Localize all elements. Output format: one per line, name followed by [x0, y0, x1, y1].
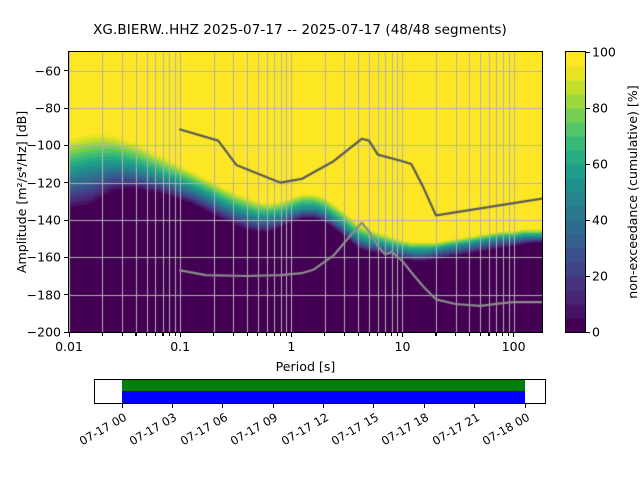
x-axis-tickmark [162, 333, 164, 336]
colorbar-gradient [566, 52, 585, 332]
timeline-tickmark [222, 404, 224, 409]
y-axis-tickmark [63, 70, 68, 72]
colorbar-ticklabel: 20 [592, 268, 608, 284]
y-axis-ticklabel: −120 [26, 175, 61, 191]
x-axis-label: Period [s] [275, 359, 336, 374]
x-axis-tickmark [290, 333, 292, 338]
data-coverage-blue [122, 391, 525, 403]
y-axis-tickmark [63, 331, 68, 333]
x-axis-tickmark [280, 333, 282, 336]
x-axis-tickmark [135, 333, 137, 336]
colorbar-tickmark [586, 51, 591, 53]
x-axis-tickmark [121, 333, 123, 336]
colorbar-ticklabel: 80 [592, 100, 608, 116]
x-axis-tickmark [285, 333, 287, 336]
x-axis-tickmark [101, 333, 104, 336]
timeline-tickmark [171, 404, 173, 409]
y-axis-ticklabel: −180 [26, 287, 61, 303]
colorbar-ticklabel: 100 [592, 44, 616, 60]
y-axis-ticklabel: −60 [34, 63, 61, 79]
timeline-ticklabel: 07-17 12 [278, 410, 331, 449]
timeline-ticklabel: 07-17 03 [127, 410, 180, 449]
y-axis-ticklabel: −80 [34, 100, 61, 116]
timeline-ticklabel: 07-18 00 [479, 410, 532, 449]
x-axis-tickmark [168, 333, 170, 336]
x-axis-tickmark [324, 333, 326, 336]
data-coverage-timeline[interactable] [94, 379, 546, 404]
x-axis-tickmark [391, 333, 393, 336]
timeline-tickmark [373, 404, 375, 409]
colorbar-tickmark [586, 275, 591, 277]
data-coverage-green [122, 380, 525, 391]
colorbar-label: non-exceedance (cumulative) [%] [625, 85, 640, 299]
x-axis-tickmark [174, 333, 176, 336]
x-axis-tickmark [508, 333, 510, 336]
noise-model-curves [69, 52, 542, 332]
colorbar-tickmark [586, 107, 591, 109]
y-axis-label: Amplitude [m²/s⁴/Hz] [dB] [14, 110, 29, 274]
x-axis-tickmark [146, 333, 148, 336]
x-axis-tickmark [513, 333, 515, 338]
timeline-ticklabel: 07-17 09 [227, 410, 281, 449]
y-axis-ticklabel: −100 [26, 137, 61, 153]
x-axis-tickmark [213, 333, 215, 336]
colorbar-ticklabel: 0 [592, 324, 600, 340]
x-axis-tickmark [384, 333, 386, 336]
colorbar-tickmark [586, 331, 591, 333]
colorbar-ticklabel: 60 [592, 156, 608, 172]
x-axis-tickmark [357, 333, 359, 336]
x-axis-tickmark [154, 333, 157, 336]
timeline-tickmark [524, 404, 526, 409]
colorbar [565, 51, 586, 333]
x-axis-tickmark [468, 333, 470, 336]
x-axis-tickmark [377, 333, 379, 336]
x-axis-tickmark [68, 333, 70, 338]
timeline-ticklabel: 07-17 21 [429, 410, 482, 449]
x-axis-tickmark [396, 333, 398, 336]
y-axis-tickmark [63, 182, 68, 184]
x-axis-tickmark [273, 333, 275, 336]
timeline-tickmark [474, 404, 476, 409]
timeline-tickmark [121, 404, 123, 409]
y-axis-tickmark [63, 256, 68, 258]
y-axis-tickmark [63, 219, 68, 221]
timeline-ticklabel: 07-17 18 [379, 410, 432, 449]
y-axis-ticklabel: −140 [26, 212, 61, 228]
x-axis-tickmark [246, 333, 248, 336]
x-axis-tickmark [502, 333, 504, 336]
timeline-tickmark [272, 404, 274, 409]
x-axis-tickmark [455, 333, 457, 336]
timeline-tickmark [323, 404, 325, 409]
x-axis-ticklabel: 100 [501, 339, 526, 354]
x-axis-tickmark [257, 333, 259, 336]
y-axis-ticklabel: −160 [26, 249, 61, 265]
x-axis-tickmark [488, 333, 490, 336]
timeline-ticklabel: 07-17 06 [177, 410, 230, 449]
x-axis-tickmark [232, 333, 234, 336]
x-axis-tickmark [343, 333, 345, 336]
x-axis-tickmark [495, 333, 497, 336]
timeline-tickmark [423, 404, 425, 409]
x-axis-ticklabel: 10 [394, 339, 411, 354]
timeline-ticklabel: 07-17 15 [328, 410, 381, 449]
colorbar-tickmark [586, 219, 591, 221]
x-axis-tickmark [368, 333, 370, 336]
x-axis-ticklabel: 0.01 [55, 339, 83, 354]
y-axis-tickmark [63, 107, 68, 109]
y-axis-tickmark [63, 294, 68, 296]
x-axis-tickmark [401, 333, 404, 338]
x-axis-ticklabel: 1 [287, 339, 296, 354]
y-axis-tickmark [63, 144, 68, 146]
timeline-ticklabel: 07-17 00 [76, 410, 129, 449]
x-axis-tickmark [266, 333, 268, 336]
ppsd-plot-area[interactable] [68, 51, 543, 333]
colorbar-tickmark [586, 163, 591, 165]
y-axis-ticklabel: −200 [26, 324, 61, 340]
x-axis-ticklabel: 0.1 [170, 339, 191, 354]
colorbar-ticklabel: 40 [592, 212, 608, 228]
x-axis-tickmark [435, 333, 437, 336]
page-title: XG.BIERW..HHZ 2025-07-17 -- 2025-07-17 (… [93, 22, 507, 38]
x-axis-tickmark [479, 333, 481, 336]
x-axis-tickmark [179, 333, 181, 338]
